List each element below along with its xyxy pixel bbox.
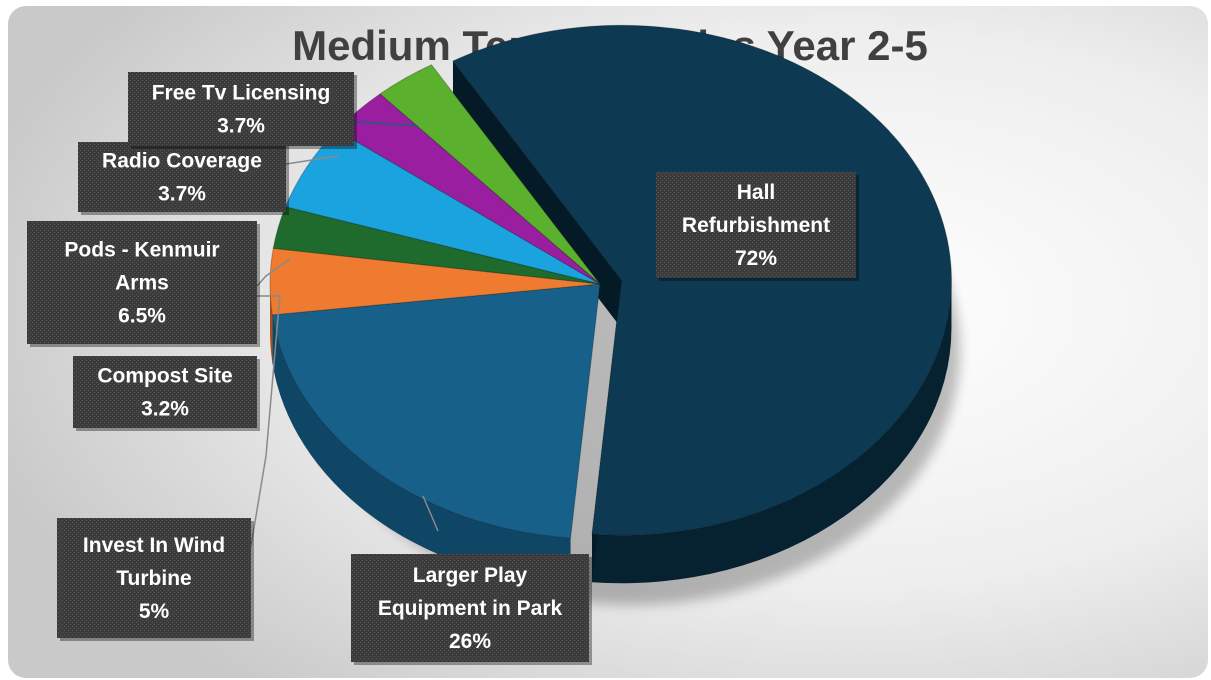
data-label-pods-kenmuir-arms: Pods - Kenmuir Arms 6.5% — [27, 221, 260, 347]
pie-slice-side-invest-in-wind-turbine — [270, 284, 273, 363]
data-label-larger-play-equipment-in-park: Larger Play Equipment in Park 26% — [351, 554, 592, 665]
pie-chart: Medium Term Priorities Year 2-5 HallRefu… — [8, 6, 1208, 678]
label-percent: 3.7% — [217, 115, 265, 138]
label-name-line: Free Tv Licensing — [152, 82, 331, 105]
label-box — [73, 356, 257, 428]
label-name-line: Arms — [115, 272, 169, 295]
data-labels: Hall Refurbishment 72% Larger Play Equipment… — [27, 72, 859, 665]
leader-line-radio-coverage — [285, 155, 339, 165]
leader-line-pods-kenmuir-arms — [256, 258, 291, 287]
leader-line-invest-in-wind-turbine — [250, 293, 281, 547]
label-box — [27, 221, 257, 344]
label-name-line: Hall — [737, 181, 776, 204]
label-box — [128, 72, 354, 146]
label-box — [78, 142, 286, 212]
pie-slice-invest-in-wind-turbine — [269, 247, 601, 316]
label-name-line: Turbine — [116, 567, 191, 590]
label-box — [351, 554, 589, 662]
leader-line-larger-play-equipment-in-park — [422, 495, 439, 532]
label-box — [656, 172, 856, 278]
data-label-free-tv-licensing: Free Tv Licensing 3.7% — [128, 72, 357, 149]
pie-slice-hall-refurbishment — [452, 24, 952, 536]
data-label-invest-in-wind-turbine: Invest In Wind Turbine 5% — [57, 518, 254, 641]
label-percent: 3.7% — [158, 183, 206, 206]
label-box — [57, 518, 251, 638]
label-percent: 6.5% — [118, 305, 166, 328]
pie-slice-side-hall-refurbishment — [592, 280, 952, 584]
label-percent: 3.2% — [141, 398, 189, 421]
label-name-line: Refurbishment — [682, 214, 830, 237]
chart-frame: Medium Term Priorities Year 2-5 HallRefu… — [8, 6, 1208, 678]
data-label-compost-site: Compost Site 3.2% — [73, 356, 260, 431]
data-label-hall-refurbishment: Hall Refurbishment 72% — [656, 172, 859, 281]
label-name-line: Larger Play — [413, 564, 528, 587]
label-name-line: Compost Site — [97, 365, 232, 388]
pie-slice-larger-play-equipment-in-park — [271, 283, 601, 539]
label-name-line: Invest In Wind — [83, 534, 225, 557]
data-label-radio-coverage: Radio Coverage 3.7% — [78, 142, 289, 215]
label-percent: 72% — [735, 247, 777, 270]
label-name-line: Equipment in Park — [378, 597, 563, 620]
label-name-line: Radio Coverage — [102, 150, 262, 173]
label-name-line: Pods - Kenmuir — [64, 239, 219, 262]
pie-slice-free-tv-licensing — [379, 64, 601, 285]
label-percent: 26% — [449, 630, 491, 653]
label-percent: 5% — [139, 600, 170, 623]
